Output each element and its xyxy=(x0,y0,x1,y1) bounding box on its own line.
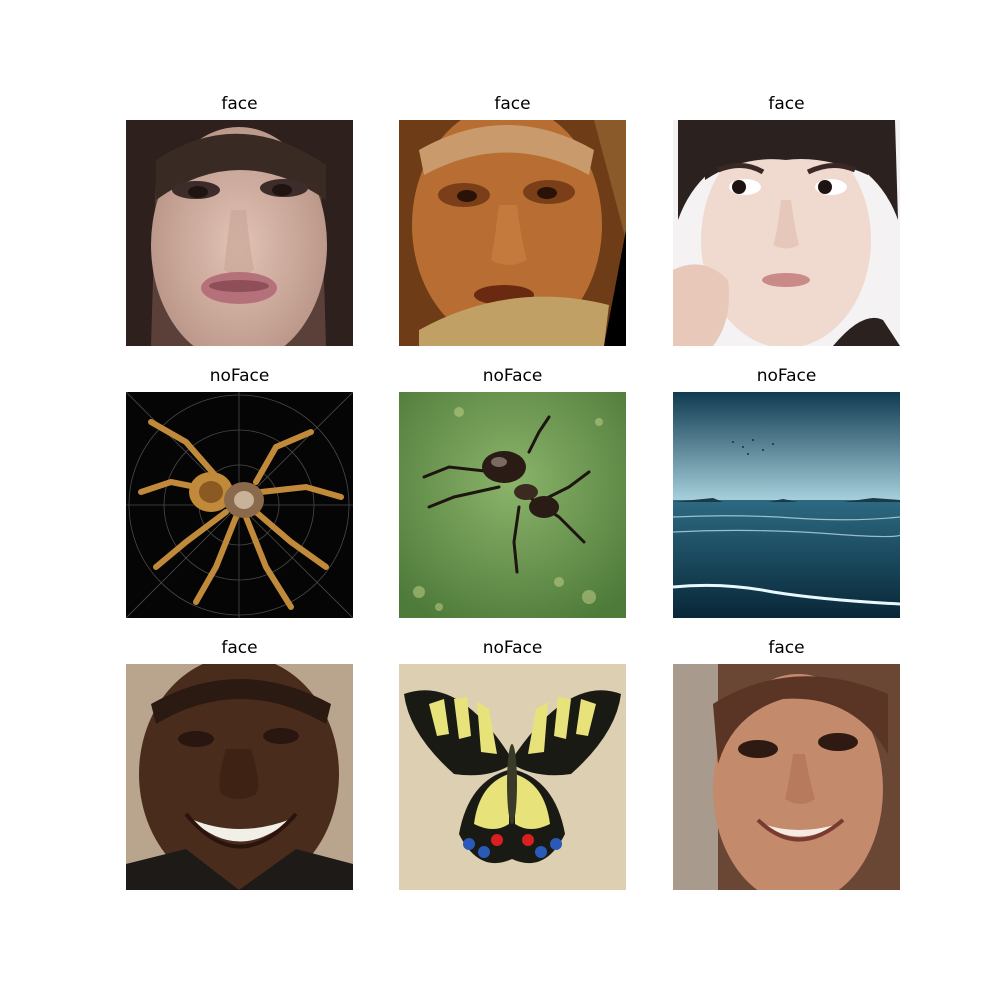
face-image xyxy=(673,664,900,890)
spider-image xyxy=(126,392,353,618)
panel-title: face xyxy=(399,92,626,116)
face-image xyxy=(399,120,626,346)
panel-title: noFace xyxy=(673,364,900,388)
seascape-image xyxy=(673,392,900,618)
ant-image xyxy=(399,392,626,618)
panel-title: noFace xyxy=(126,364,353,388)
panel-title: noFace xyxy=(399,364,626,388)
face-image xyxy=(126,664,353,890)
butterfly-image xyxy=(399,664,626,890)
panel-title: face xyxy=(126,92,353,116)
face-image xyxy=(126,120,353,346)
panel-title: face xyxy=(673,636,900,660)
panel-title: noFace xyxy=(399,636,626,660)
panel-title: face xyxy=(126,636,353,660)
face-image xyxy=(673,120,900,346)
panel-title: face xyxy=(673,92,900,116)
